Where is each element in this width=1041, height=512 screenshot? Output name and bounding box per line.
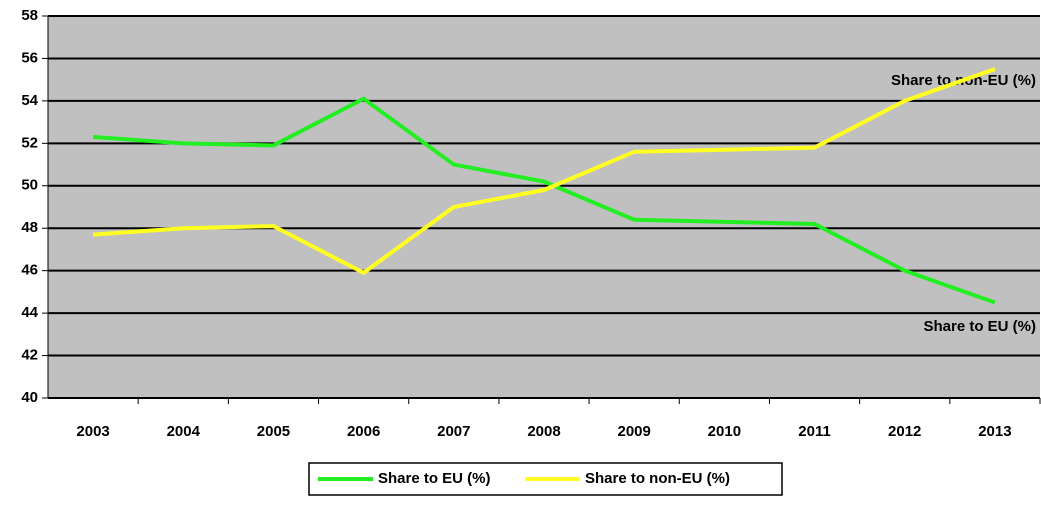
x-tick-label: 2006 [347, 423, 380, 440]
y-tick-label: 42 [21, 347, 38, 364]
x-tick-label: 2012 [888, 423, 921, 440]
x-tick-label: 2013 [978, 423, 1011, 440]
y-tick-label: 48 [21, 219, 38, 236]
annotation: Share to EU (%) [923, 318, 1036, 335]
y-tick-label: 46 [21, 262, 38, 279]
series-line [92, 67, 996, 276]
x-tick-label: 2004 [167, 423, 201, 440]
y-tick-label: 44 [21, 304, 38, 321]
x-tick-label: 2003 [76, 423, 109, 440]
x-tick-label: 2008 [527, 423, 560, 440]
y-tick-label: 52 [21, 134, 38, 151]
x-tick-label: 2010 [708, 423, 741, 440]
y-tick-label: 56 [21, 49, 38, 66]
legend-label: Share to EU (%) [378, 470, 491, 487]
plot-area [48, 16, 1040, 398]
y-tick-label: 50 [21, 177, 38, 194]
x-tick-label: 2005 [257, 423, 290, 440]
x-tick-label: 2007 [437, 423, 470, 440]
y-tick-label: 54 [21, 92, 38, 109]
y-tick-label: 40 [21, 389, 38, 406]
y-tick-label: 58 [21, 7, 38, 24]
series-line [92, 96, 996, 305]
x-tick-label: 2009 [617, 423, 650, 440]
x-tick-label: 2011 [798, 423, 831, 440]
legend-label: Share to non-EU (%) [585, 470, 730, 487]
